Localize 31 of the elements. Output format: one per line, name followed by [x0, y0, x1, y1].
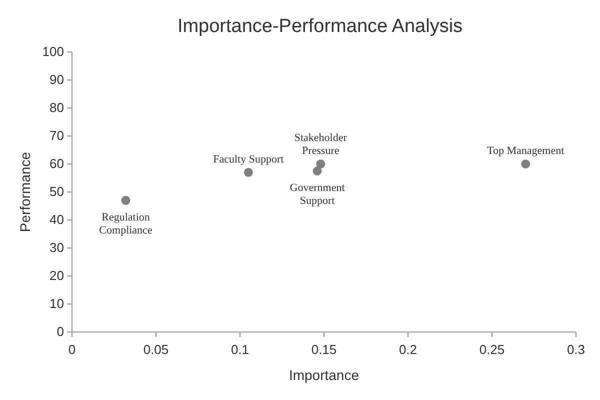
y-tick-label: 80 [50, 100, 64, 115]
point [121, 196, 130, 205]
annotation: Faculty Support [213, 153, 284, 166]
y-tick-label: 90 [50, 72, 64, 87]
y-tick-label: 0 [56, 324, 64, 339]
x-tick-label: 0.1 [230, 342, 250, 357]
y-axis-title: Performance [17, 152, 33, 232]
y-tick-label: 40 [50, 212, 64, 227]
x-axis-title: Importance [288, 367, 360, 383]
y-tick-label: 70 [50, 128, 64, 143]
point [244, 168, 253, 177]
point [312, 166, 322, 176]
point [521, 160, 530, 168]
annotation: Government Support [290, 182, 345, 207]
x-tick-label: 0.15 [311, 342, 337, 357]
point [316, 160, 326, 168]
y-tick-label: 50 [50, 184, 64, 199]
y-tick-label: 30 [50, 240, 64, 255]
y-tick-label: 60 [50, 156, 64, 171]
x-tick-label: 0.3 [566, 342, 586, 357]
y-tick-label: 10 [50, 296, 64, 311]
y-tick-label: 100 [42, 44, 64, 59]
x-tick-label: 0 [68, 342, 76, 357]
chart-title: Importance-Performance Analysis [177, 16, 463, 37]
x-tick-label: 0.2 [398, 342, 418, 357]
x-tick-label: 0.25 [479, 342, 505, 357]
x-tick-label: 0.05 [143, 342, 169, 357]
annotation: Top Management [487, 145, 564, 157]
annotation: Stakeholder Pressure [294, 132, 348, 157]
y-tick-label: 20 [50, 268, 64, 283]
annotation: Regulation Compliance [99, 211, 152, 236]
